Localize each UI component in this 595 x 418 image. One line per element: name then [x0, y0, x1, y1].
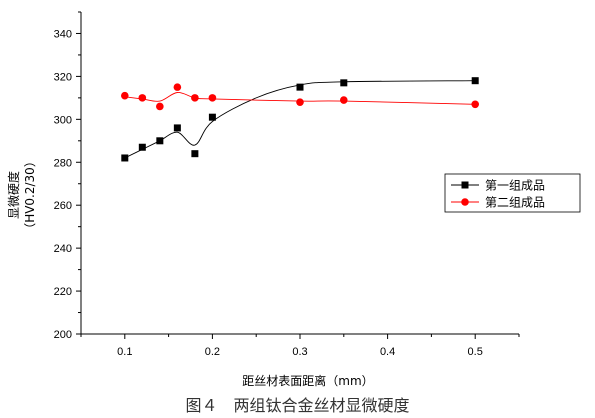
x-tick-label: 0.2 [205, 346, 220, 358]
series-2-point [296, 98, 304, 106]
series-1-point [191, 150, 199, 158]
series-2-point [121, 91, 129, 100]
x-axis-title: 距丝材表面距离（mm） [242, 373, 373, 388]
y-tick-label: 240 [54, 243, 72, 255]
series-1-line [124, 80, 476, 159]
y-tick-label: 200 [54, 329, 72, 341]
legend-label: 第一组成品 [485, 179, 545, 193]
series-1-point [156, 137, 164, 145]
x-tick-label: 0.5 [468, 346, 483, 358]
series-1-point [208, 113, 216, 121]
legend-marker [461, 198, 469, 206]
legend-box [444, 173, 581, 213]
series-2-point [191, 94, 199, 102]
series-1-point [340, 79, 348, 87]
y-tick-label: 320 [54, 71, 72, 83]
series-2-point [340, 96, 348, 104]
y-tick-label: 340 [54, 28, 72, 40]
legend-item-1: 第一组成品 [451, 179, 545, 193]
series-2-point [156, 102, 164, 111]
y-axis-title-line1: 显微硬度 [6, 171, 21, 219]
legend-label: 第二组成品 [485, 196, 545, 210]
series-1-point [471, 77, 479, 85]
x-tick-label: 0.1 [117, 346, 132, 358]
y-tick-label: 220 [54, 286, 72, 298]
series-2-point [208, 94, 217, 102]
series-2-point [138, 94, 147, 102]
series-1-point [173, 124, 181, 132]
series-1-point [296, 83, 304, 91]
y-tick-label: 280 [54, 157, 72, 169]
legend-marker [461, 181, 469, 189]
series-1 [121, 77, 479, 162]
y-tick-label: 300 [54, 114, 72, 126]
series-layer [121, 77, 480, 162]
series-2 [121, 83, 480, 111]
series-1-point [138, 143, 146, 151]
series-2-point [173, 83, 182, 91]
series-2-point [471, 100, 480, 109]
x-tick-label: 0.4 [380, 346, 395, 358]
series-1-point [121, 154, 129, 162]
y-tick-label: 260 [54, 200, 72, 212]
y-axis-title: 显微硬度 （HV0.2/30） [6, 155, 37, 235]
figure-caption: 图４ 两组钛合金丝材显微硬度 [185, 396, 410, 415]
legend-item-2: 第二组成品 [451, 196, 545, 210]
y-axis-title-line2: （HV0.2/30） [23, 155, 37, 235]
axis-layer: 200 220 240 260 280 300 320 340 0.1 0.2 0.3 0.4 0.5 [54, 11, 520, 358]
x-tick-label: 0.3 [292, 346, 307, 358]
